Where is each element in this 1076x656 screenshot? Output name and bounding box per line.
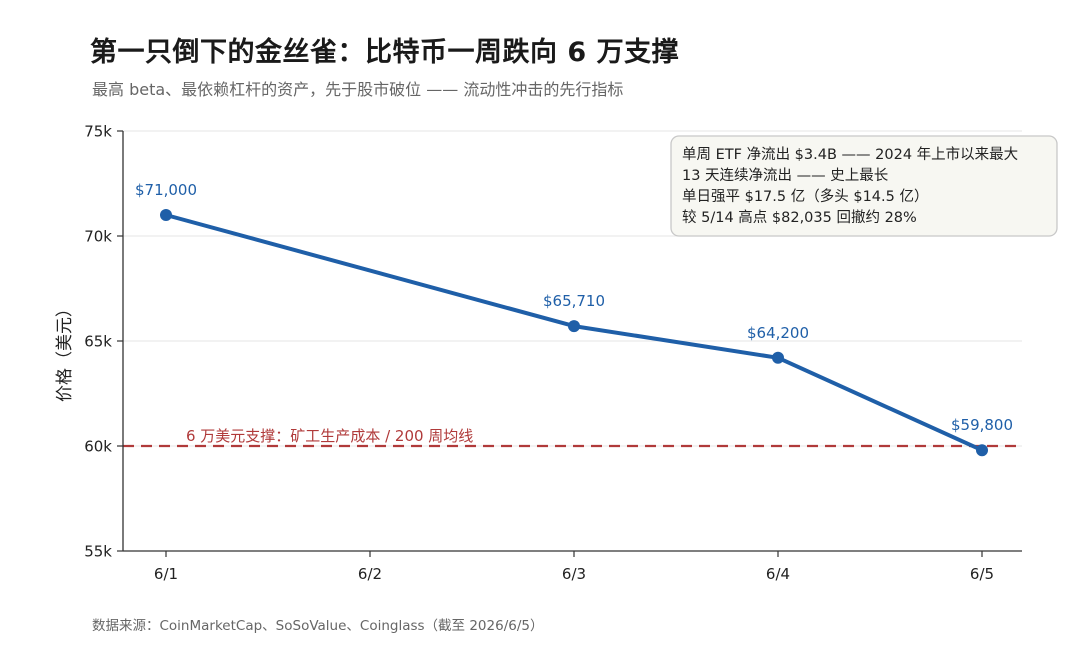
data-source: 数据来源：CoinMarketCap、SoSoValue、Coinglass（截… [92, 618, 544, 634]
y-tick-label: 70k [84, 228, 112, 246]
y-tick-label: 60k [84, 438, 112, 456]
y-axis-label: 价格（美元） [55, 300, 75, 402]
data-label: $59,800 [951, 416, 1013, 434]
annotation-line: 单日强平 $17.5 亿（多头 $14.5 亿） [682, 188, 928, 205]
y-tick-label: 65k [84, 333, 112, 351]
data-point [976, 444, 988, 457]
chart-title: 第一只倒下的金丝雀：比特币一周跌向 6 万支撑 [90, 37, 680, 68]
y-ticks: 55k 60k 65k 70k 75k [84, 123, 123, 561]
y-tick-label: 75k [84, 123, 112, 141]
annotation-line: 单周 ETF 净流出 $3.4B —— 2024 年上市以来最大 [682, 146, 1018, 163]
annotation-line: 13 天连续净流出 —— 史上最长 [682, 167, 889, 184]
x-tick-label: 6/4 [766, 565, 790, 583]
data-label: $64,200 [747, 324, 809, 342]
series-group: $71,000 $65,710 $64,200 $59,800 [135, 181, 1013, 457]
chart-subtitle: 最高 beta、最依赖杠杆的资产，先于股市破位 —— 流动性冲击的先行指标 [92, 80, 624, 99]
x-ticks: 6/1 6/2 6/3 6/4 6/5 [154, 551, 994, 583]
data-label: $71,000 [135, 181, 197, 199]
annotation-line: 较 5/14 高点 $82,035 回撤约 28% [682, 208, 917, 226]
x-tick-label: 6/5 [970, 565, 994, 583]
data-point [160, 209, 172, 221]
price-line [164, 213, 984, 453]
data-point [568, 320, 580, 333]
data-label: $65,710 [543, 292, 605, 310]
reference-line-group: 6 万美元支撑：矿工生产成本 / 200 周均线 [123, 427, 1022, 448]
support-reference-label: 6 万美元支撑：矿工生产成本 / 200 周均线 [186, 427, 473, 445]
annotation-box: 单周 ETF 净流出 $3.4B —— 2024 年上市以来最大 13 天连续净流… [670, 135, 1058, 237]
x-tick-label: 6/1 [154, 565, 178, 583]
y-tick-label: 55k [84, 543, 112, 561]
data-point [772, 351, 784, 364]
x-tick-label: 6/3 [562, 565, 586, 583]
annotation-box-frame [670, 135, 1058, 237]
x-tick-label: 6/2 [358, 565, 382, 583]
